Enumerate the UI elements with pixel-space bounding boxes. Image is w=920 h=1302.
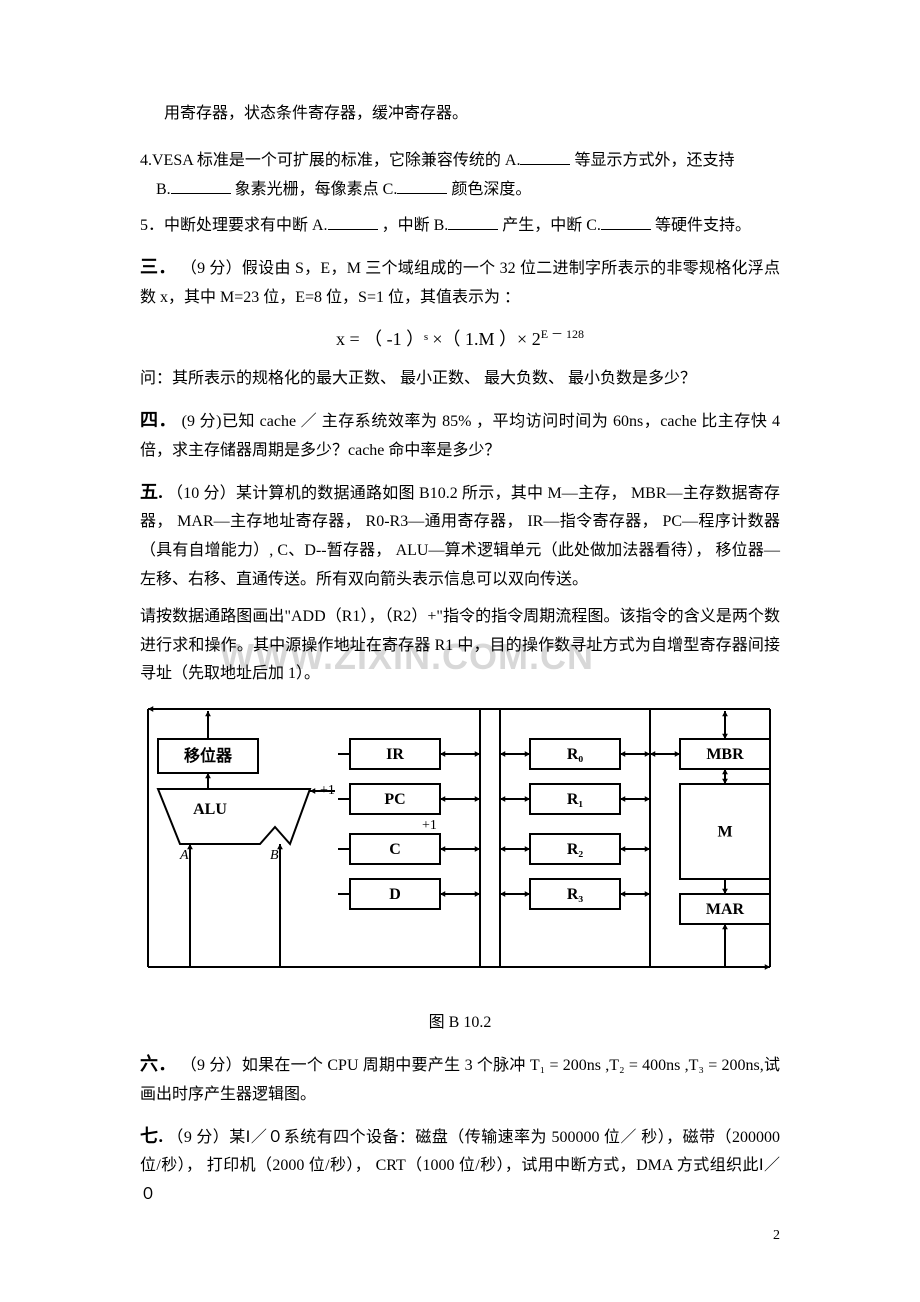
section-5: 五. （10 分）某计算机的数据通路如图 B10.2 所示，其中 M—主存， M… (140, 476, 780, 595)
section-3: 三． （9 分）假设由 S，E，M 三个域组成的一个 32 位二进制字所表示的非… (140, 251, 780, 313)
blank (328, 213, 378, 231)
svg-text:ALU: ALU (193, 801, 227, 818)
question-4: 4.VESA 标准是一个可扩展的标准，它除兼容传统的 A. 等显示方式外，还支持… (140, 147, 780, 205)
svg-text:B: B (270, 848, 279, 863)
svg-text:M: M (717, 824, 732, 841)
blank (397, 176, 447, 194)
q4-text-c: B. (140, 181, 171, 198)
section-7-head: 七. (140, 1126, 163, 1146)
section-4: 四． (9 分)已知 cache ／ 主存系统效率为 85% ，平均访问时间为 … (140, 404, 780, 466)
section-7-body: （9 分）某Ⅰ／０系统有四个设备：磁盘（传输速率为 500000 位／ 秒），磁… (140, 1129, 780, 1204)
svg-text:R₃: R₃ (567, 886, 584, 903)
q4-text-d: 象素光栅，每像素点 C. (235, 181, 398, 198)
q5-text-c: 产生，中断 C. (502, 217, 601, 234)
svg-text:IR: IR (386, 746, 404, 763)
blank (171, 176, 231, 194)
section-4-head: 四． (140, 410, 177, 430)
question-5: 5．中断处理要求有中断 A. ，中断 B. 产生，中断 C. 等硬件支持。 (140, 212, 780, 241)
svg-text:MBR: MBR (706, 746, 744, 763)
svg-text:A: A (179, 848, 189, 863)
q4-text-e: 颜色深度。 (451, 181, 531, 198)
diagram-b102: 移位器IRPCCDR₀R₁R₂R₃MBRMMARALUAB+1+1 (140, 699, 780, 979)
formula-main: x = （ -1 ）ˢ ×（ 1.M ）× 2 (336, 329, 541, 349)
section-6-body: （9 分）如果在一个 CPU 周期中要产生 3 个脉冲 T₁ = 200ns ,… (140, 1057, 780, 1103)
section-5-body1: （10 分）某计算机的数据通路如图 B10.2 所示，其中 M—主存， MBR—… (140, 485, 780, 588)
page-content: 用寄存器，状态条件寄存器，缓冲寄存器。 4.VESA 标准是一个可扩展的标准，它… (140, 100, 780, 1210)
q4-text-b: 等显示方式外，还支持 (574, 152, 734, 169)
svg-text:R₀: R₀ (567, 746, 584, 763)
section-7: 七. （9 分）某Ⅰ／０系统有四个设备：磁盘（传输速率为 500000 位／ 秒… (140, 1120, 780, 1210)
formula-sup: E － 128 (541, 327, 584, 341)
section-4-body: (9 分)已知 cache ／ 主存系统效率为 85% ，平均访问时间为 60n… (140, 413, 780, 459)
section-5-head: 五. (140, 482, 163, 502)
svg-text:+1: +1 (422, 818, 437, 833)
section-3-body1: （9 分）假设由 S，E，M 三个域组成的一个 32 位二进制字所表示的非零规格… (140, 260, 780, 306)
svg-text:MAR: MAR (706, 901, 745, 918)
formula: x = （ -1 ）ˢ ×（ 1.M ）× 2E － 128 (140, 323, 780, 355)
svg-text:D: D (389, 886, 401, 903)
blank (601, 213, 651, 231)
section-3-head: 三． (140, 257, 177, 277)
svg-text:R₁: R₁ (567, 791, 584, 808)
page-number: 2 (773, 1223, 780, 1248)
section-5-body2: 请按数据通路图画出"ADD（R1），（R2）+"指令的指令周期流程图。该指令的含… (140, 603, 780, 689)
q5-text-a: 5．中断处理要求有中断 A. (140, 217, 328, 234)
figure-caption: 图 B 10.2 (140, 1009, 780, 1038)
datapath-diagram: 移位器IRPCCDR₀R₁R₂R₃MBRMMARALUAB+1+1 (140, 699, 780, 979)
q5-text-d: 等硬件支持。 (655, 217, 751, 234)
svg-text:PC: PC (384, 791, 405, 808)
q5-text-b: ，中断 B. (382, 217, 449, 234)
q4-text-a: 4.VESA 标准是一个可扩展的标准，它除兼容传统的 A. (140, 152, 520, 169)
blank (448, 213, 498, 231)
opening-line: 用寄存器，状态条件寄存器，缓冲寄存器。 (140, 100, 780, 129)
svg-text:R₂: R₂ (567, 841, 584, 858)
section-6: 六． （9 分）如果在一个 CPU 周期中要产生 3 个脉冲 T₁ = 200n… (140, 1048, 780, 1110)
blank (520, 147, 570, 165)
svg-text:C: C (389, 841, 401, 858)
section-6-head: 六． (140, 1054, 177, 1074)
section-3-body2: 问：其所表示的规格化的最大正数、 最小正数、 最大负数、 最小负数是多少？ (140, 365, 780, 394)
svg-text:移位器: 移位器 (184, 746, 233, 765)
